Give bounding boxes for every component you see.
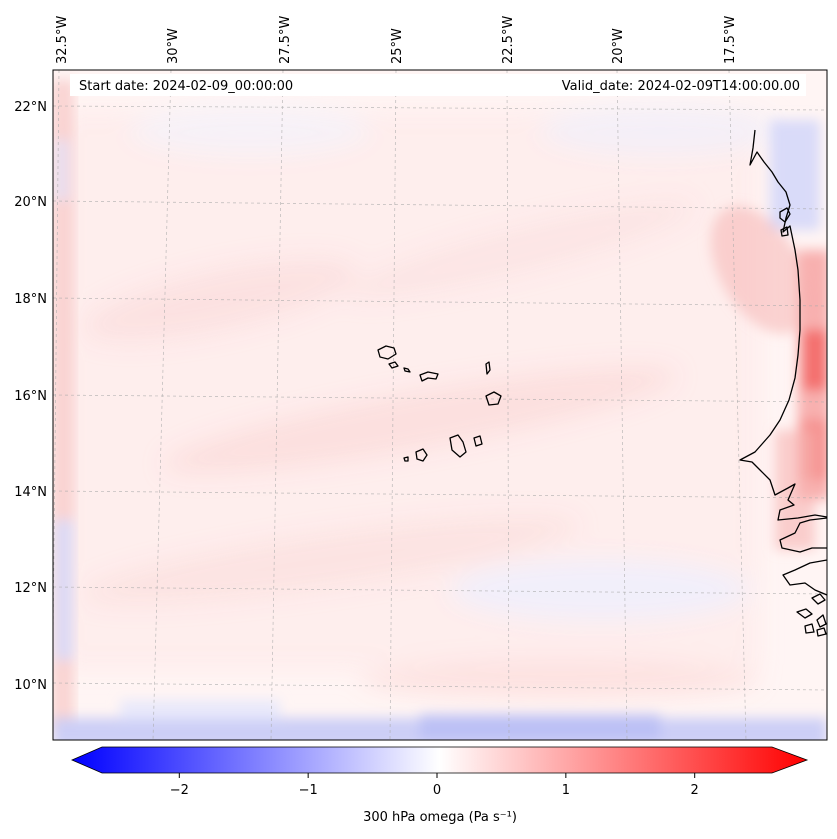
colorbar-tick-label: −1 <box>299 783 318 798</box>
gambia-outline <box>779 517 827 553</box>
latitude-labels: 22°N 20°N 18°N 16°N 14°N 12°N 10°N <box>14 100 47 693</box>
map-panel: Start date: 2024-02-09_00:00:00 Valid_da… <box>52 69 828 741</box>
colorbar-label: 300 hPa omega (Pa s⁻¹) <box>363 810 517 825</box>
coastlines <box>377 129 827 637</box>
colorbar-tick-label: 1 <box>562 783 570 798</box>
island-santo-antao <box>377 345 397 360</box>
map-border <box>52 69 828 741</box>
island-sao-nicolau <box>419 371 439 382</box>
lon-label-25w: 25°W <box>390 28 405 64</box>
africa-coastline <box>739 129 827 521</box>
header-box <box>70 74 806 96</box>
lat-label-16n: 16°N <box>14 389 47 404</box>
guinea-bissau-outline <box>782 559 827 596</box>
island-sao-vicente <box>388 361 399 369</box>
valid-date-label: Valid_date: 2024-02-09T14:00:00.00 <box>562 79 800 94</box>
longitude-labels: 32.5°W 30°W 27.5°W 25°W 22.5°W 20°W 17.5… <box>55 16 738 64</box>
island-brava <box>403 456 409 462</box>
omega-field-shading <box>53 80 827 740</box>
colorbar: −2 −1 0 1 2 300 hPa omega (Pa s⁻¹) <box>70 746 809 825</box>
lon-label-17-5w: 17.5°W <box>723 16 738 64</box>
lat-label-12n: 12°N <box>14 581 47 596</box>
island-fogo <box>415 448 428 462</box>
colorbar-tick-label: −2 <box>170 783 189 798</box>
colorbar-tick-label: 0 <box>433 783 441 798</box>
lat-label-18n: 18°N <box>14 292 47 307</box>
lat-label-22n: 22°N <box>14 100 47 115</box>
island-maio <box>473 435 483 447</box>
coast-island-north <box>779 207 791 237</box>
lat-label-20n: 20°N <box>14 195 47 210</box>
colorbar-ticks: −2 −1 0 1 2 <box>170 773 699 798</box>
start-date-label: Start date: 2024-02-09_00:00:00 <box>79 79 293 94</box>
lon-label-20w: 20°W <box>611 28 626 64</box>
colorbar-tick-label: 2 <box>691 783 699 798</box>
lon-label-22-5w: 22.5°W <box>501 16 516 64</box>
lat-label-14n: 14°N <box>14 485 47 500</box>
cape-verde-islands <box>377 345 502 462</box>
island-santiago <box>449 434 467 458</box>
lon-label-30w: 30°W <box>166 28 181 64</box>
colorbar-bar <box>70 746 809 774</box>
lon-label-27-5w: 27.5°W <box>278 16 293 64</box>
island-sal <box>485 361 491 375</box>
lat-label-10n: 10°N <box>14 678 47 693</box>
bijagos-islands <box>796 593 827 637</box>
island-santa-luzia <box>403 367 411 373</box>
lon-label-32-5w: 32.5°W <box>55 16 70 64</box>
island-boa-vista <box>485 391 502 406</box>
